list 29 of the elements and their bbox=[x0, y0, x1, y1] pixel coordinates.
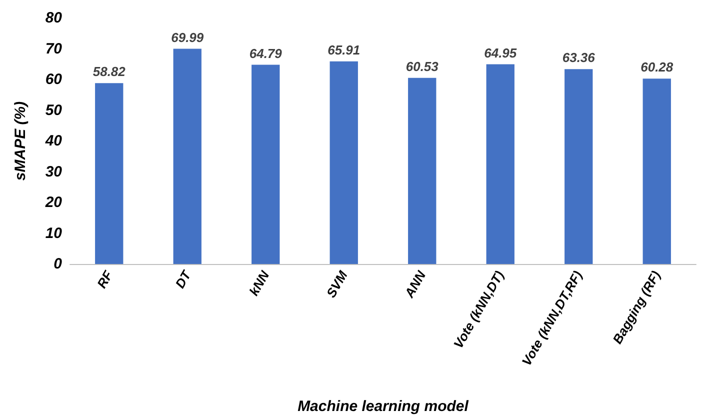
bar bbox=[408, 78, 436, 264]
data-label: 63.36 bbox=[562, 50, 596, 66]
data-label: 60.28 bbox=[640, 60, 674, 75]
data-label: 69.99 bbox=[171, 30, 204, 45]
data-label: 60.53 bbox=[406, 58, 440, 74]
x-tick-label: RF bbox=[94, 267, 116, 291]
bar bbox=[486, 64, 514, 264]
bar bbox=[564, 69, 593, 264]
y-tick-label: 60 bbox=[45, 71, 63, 88]
x-axis-title: Machine learning model bbox=[298, 398, 470, 415]
y-tick-label: 10 bbox=[45, 224, 63, 242]
y-tick-label: 0 bbox=[54, 256, 63, 272]
bar bbox=[642, 78, 671, 264]
bar bbox=[252, 64, 280, 264]
x-tick-label: DT bbox=[172, 267, 194, 291]
y-axis-title: sMAPE (%) bbox=[12, 101, 29, 181]
bar bbox=[173, 48, 202, 264]
y-tick-label: 30 bbox=[45, 163, 63, 180]
y-tick-label: 70 bbox=[45, 40, 63, 58]
data-label: 65.91 bbox=[328, 42, 360, 58]
y-tick-label: 20 bbox=[44, 194, 63, 211]
data-label: 64.95 bbox=[484, 45, 518, 60]
y-tick-label: 40 bbox=[44, 132, 63, 150]
bar bbox=[95, 83, 124, 264]
data-label: 58.82 bbox=[92, 64, 126, 80]
y-tick-label: 80 bbox=[45, 10, 63, 26]
data-label: 64.79 bbox=[249, 46, 283, 61]
y-tick-label: 50 bbox=[45, 102, 63, 119]
bar bbox=[330, 61, 358, 264]
